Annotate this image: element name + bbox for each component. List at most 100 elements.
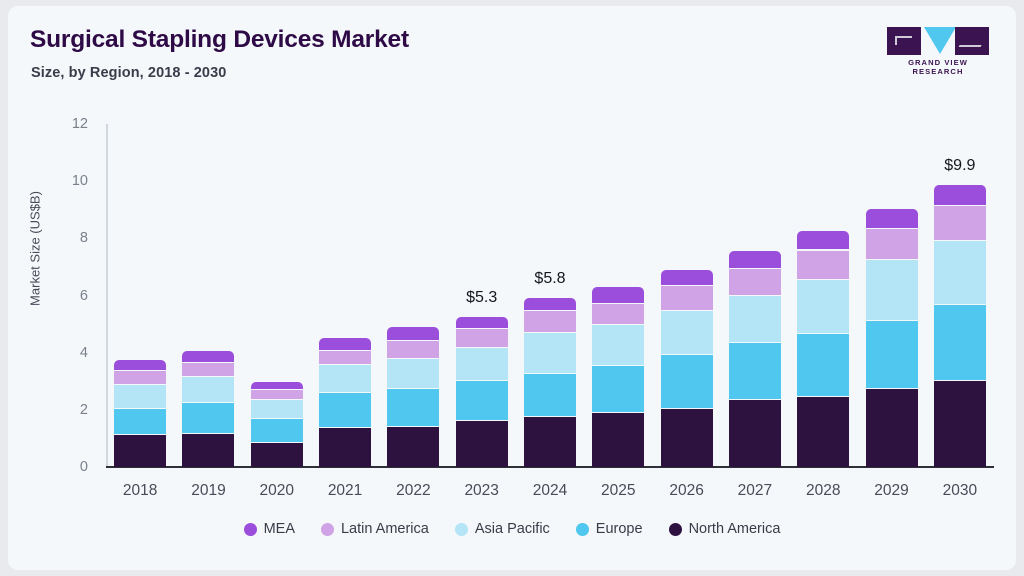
bar-segment[interactable] <box>660 310 713 355</box>
x-axis-tick: 2024 <box>532 482 568 499</box>
bar-segment[interactable] <box>319 350 372 365</box>
bar-segment[interactable] <box>933 205 986 241</box>
bar-segment[interactable] <box>114 434 167 467</box>
bar-segment[interactable] <box>387 425 440 467</box>
bar-segment[interactable] <box>592 324 645 365</box>
bar-segment[interactable] <box>865 209 918 229</box>
y-axis-tick: 0 <box>79 459 88 475</box>
bar-segment[interactable] <box>387 339 440 359</box>
bar-segment[interactable] <box>728 294 781 343</box>
bar-segment[interactable] <box>524 331 576 373</box>
bar-segment[interactable] <box>455 380 508 420</box>
bar-segment[interactable] <box>933 304 986 381</box>
bar-segment[interactable] <box>524 310 576 332</box>
bar-2020[interactable] <box>250 381 303 467</box>
bar-segment[interactable] <box>455 328 508 347</box>
page-title: Surgical Stapling Devices Market <box>30 26 409 53</box>
bar-segment[interactable] <box>250 399 303 419</box>
legend-label: MEA <box>263 521 295 537</box>
bar-segment[interactable] <box>114 407 167 435</box>
bar-2022[interactable] <box>387 326 440 467</box>
bar-segment[interactable] <box>660 269 713 286</box>
bar-2028[interactable] <box>797 231 850 467</box>
bar-segment[interactable] <box>524 416 576 467</box>
bar-segment[interactable] <box>182 375 235 403</box>
bar-segment[interactable] <box>592 364 645 412</box>
y-axis-tick: 10 <box>71 173 88 190</box>
bar-segment[interactable] <box>728 251 781 268</box>
logo-glyph-g <box>895 36 912 45</box>
bar-segment[interactable] <box>933 184 986 206</box>
bar-segment[interactable] <box>933 240 986 305</box>
bar-segment[interactable] <box>797 249 850 279</box>
legend-item-asia-pacific[interactable]: Asia Pacific <box>454 521 550 537</box>
bar-segment[interactable] <box>387 358 440 389</box>
bar-2030[interactable] <box>933 184 986 467</box>
y-axis-tick: 8 <box>79 230 88 247</box>
legend-label: Asia Pacific <box>474 521 550 537</box>
bar-segment[interactable] <box>182 362 235 376</box>
bar-segment[interactable] <box>933 380 986 467</box>
bar-segment[interactable] <box>524 372 576 417</box>
bar-segment[interactable] <box>865 388 918 467</box>
legend-item-north-america[interactable]: North America <box>668 521 780 537</box>
bar-segment[interactable] <box>114 359 167 370</box>
bar-segment[interactable] <box>319 337 372 351</box>
legend-swatch-icon <box>454 522 468 536</box>
bar-segment[interactable] <box>114 383 167 408</box>
bar-2029[interactable] <box>865 209 918 467</box>
bar-2025[interactable] <box>592 286 645 467</box>
bar-2021[interactable] <box>319 337 372 467</box>
bar-segment[interactable] <box>865 259 918 321</box>
bar-segment[interactable] <box>250 442 303 467</box>
bar-2027[interactable] <box>728 251 781 467</box>
bar-segment[interactable] <box>455 346 508 381</box>
legend-item-europe[interactable]: Europe <box>575 521 643 537</box>
bar-segment[interactable] <box>182 433 235 467</box>
legend-item-latin-america[interactable]: Latin America <box>320 521 429 537</box>
bar-segment[interactable] <box>319 392 372 427</box>
bar-2023[interactable] <box>455 316 508 467</box>
bar-segment[interactable] <box>250 418 303 443</box>
bar-2024[interactable] <box>524 298 576 467</box>
x-axis-tick: 2020 <box>259 482 294 499</box>
bar-segment[interactable] <box>319 426 372 467</box>
bar-segment[interactable] <box>728 267 781 295</box>
bar-segment[interactable] <box>319 364 372 393</box>
bar-segment[interactable] <box>182 402 235 434</box>
bar-segment[interactable] <box>455 419 508 467</box>
bar-2026[interactable] <box>660 269 713 467</box>
legend-swatch-icon <box>575 522 589 536</box>
bar-segment[interactable] <box>114 369 167 384</box>
bar-value-label: $5.3 <box>466 288 498 306</box>
bar-segment[interactable] <box>865 320 918 389</box>
bar-segment[interactable] <box>250 381 303 390</box>
chart-legend: MEA Latin America Asia Pacific Europe North … <box>8 521 1016 537</box>
bar-segment[interactable] <box>592 302 645 325</box>
bar-segment[interactable] <box>455 316 508 329</box>
bar-segment[interactable] <box>250 389 303 400</box>
bar-segment[interactable] <box>182 350 235 363</box>
bar-segment[interactable] <box>387 388 440 426</box>
y-axis-tick: 6 <box>79 287 88 304</box>
bar-segment[interactable] <box>592 286 645 303</box>
bar-segment[interactable] <box>592 411 645 467</box>
x-axis-tick: 2025 <box>601 482 636 499</box>
bar-segment[interactable] <box>797 231 850 250</box>
bar-segment[interactable] <box>387 326 440 340</box>
bar-segment[interactable] <box>660 407 713 467</box>
bar-2018[interactable] <box>114 359 167 467</box>
bar-segment[interactable] <box>660 354 713 408</box>
x-axis-tick: 2019 <box>191 482 226 499</box>
bar-segment[interactable] <box>524 298 576 311</box>
logo-triangle-v-icon <box>924 27 956 54</box>
legend-item-mea[interactable]: MEA <box>243 521 295 537</box>
bar-segment[interactable] <box>728 342 781 399</box>
bar-2019[interactable] <box>182 350 235 467</box>
bar-segment[interactable] <box>797 396 850 467</box>
bar-segment[interactable] <box>797 332 850 397</box>
bar-segment[interactable] <box>797 278 850 333</box>
bar-segment[interactable] <box>728 398 781 467</box>
bar-segment[interactable] <box>660 285 713 311</box>
bar-segment[interactable] <box>865 228 918 260</box>
